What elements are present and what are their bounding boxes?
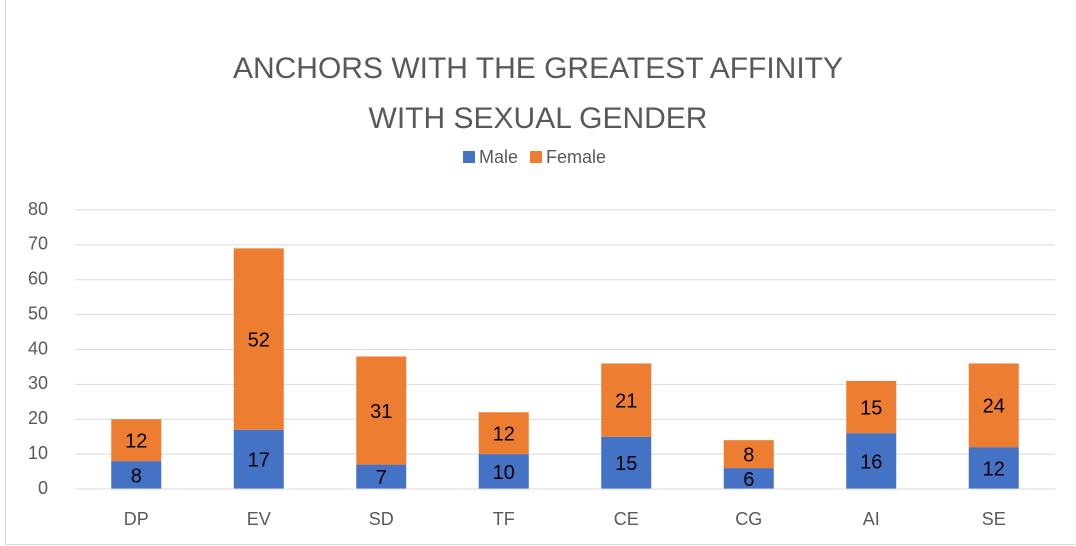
data-label: 8: [743, 444, 754, 466]
bar-segment: [111, 419, 162, 462]
chart-frame: [5, 0, 1075, 545]
y-tick-label: 50: [28, 303, 48, 323]
x-tick-label: EV: [247, 509, 271, 529]
x-tick-label: CG: [735, 509, 762, 529]
data-label: 7: [376, 467, 387, 489]
y-tick-label: 10: [28, 443, 48, 463]
data-label: 12: [983, 458, 1005, 480]
bar-segment: [233, 248, 284, 430]
y-tick-label: 80: [28, 199, 48, 219]
data-label: 6: [743, 469, 754, 491]
x-tick-label: SD: [369, 509, 394, 529]
data-label: 16: [860, 451, 882, 473]
bar-segment: [723, 440, 774, 469]
data-label: 52: [248, 329, 270, 351]
bar-segment: [356, 356, 407, 465]
data-label: 31: [370, 401, 392, 423]
data-label: 8: [131, 465, 142, 487]
bar-segment: [478, 412, 529, 455]
bar-segment: [968, 447, 1019, 489]
bar-segment: [846, 433, 897, 489]
bar-segment: [846, 380, 897, 434]
bar-segment: [478, 454, 529, 489]
legend-swatch: [530, 151, 543, 163]
legend-label: Female: [546, 147, 606, 167]
data-label: 21: [615, 390, 637, 412]
data-label: 12: [493, 423, 515, 445]
legend-swatch: [463, 151, 475, 163]
y-tick-label: 40: [28, 338, 48, 358]
data-label: 15: [860, 397, 882, 419]
bar-segment: [233, 429, 284, 489]
x-tick-label: DP: [124, 509, 149, 529]
bar-segment: [601, 363, 652, 437]
data-label: 12: [125, 430, 147, 452]
y-tick-label: 70: [28, 234, 48, 254]
chart-title: ANCHORS WITH THE GREATEST AFFINITY WITH …: [232, 52, 844, 135]
legend-label: Male: [479, 147, 518, 167]
bar-segment: [968, 363, 1019, 448]
data-label: 10: [493, 462, 515, 484]
y-tick-label: 0: [38, 478, 48, 498]
y-tick-label: 30: [28, 373, 48, 393]
data-label: 24: [983, 396, 1005, 418]
bar-segment: [601, 436, 652, 489]
x-tick-label: SE: [982, 509, 1006, 529]
y-tick-label: 60: [28, 269, 48, 289]
bar-segment: [356, 464, 407, 489]
y-tick-label: 20: [28, 408, 48, 428]
x-tick-label: TF: [493, 509, 515, 529]
x-tick-label: AI: [863, 509, 880, 529]
x-tick-label: CE: [614, 509, 639, 529]
data-label: 15: [615, 453, 637, 475]
bar-segment: [723, 468, 774, 489]
data-label: 17: [248, 450, 270, 472]
bar-segment: [111, 461, 162, 489]
